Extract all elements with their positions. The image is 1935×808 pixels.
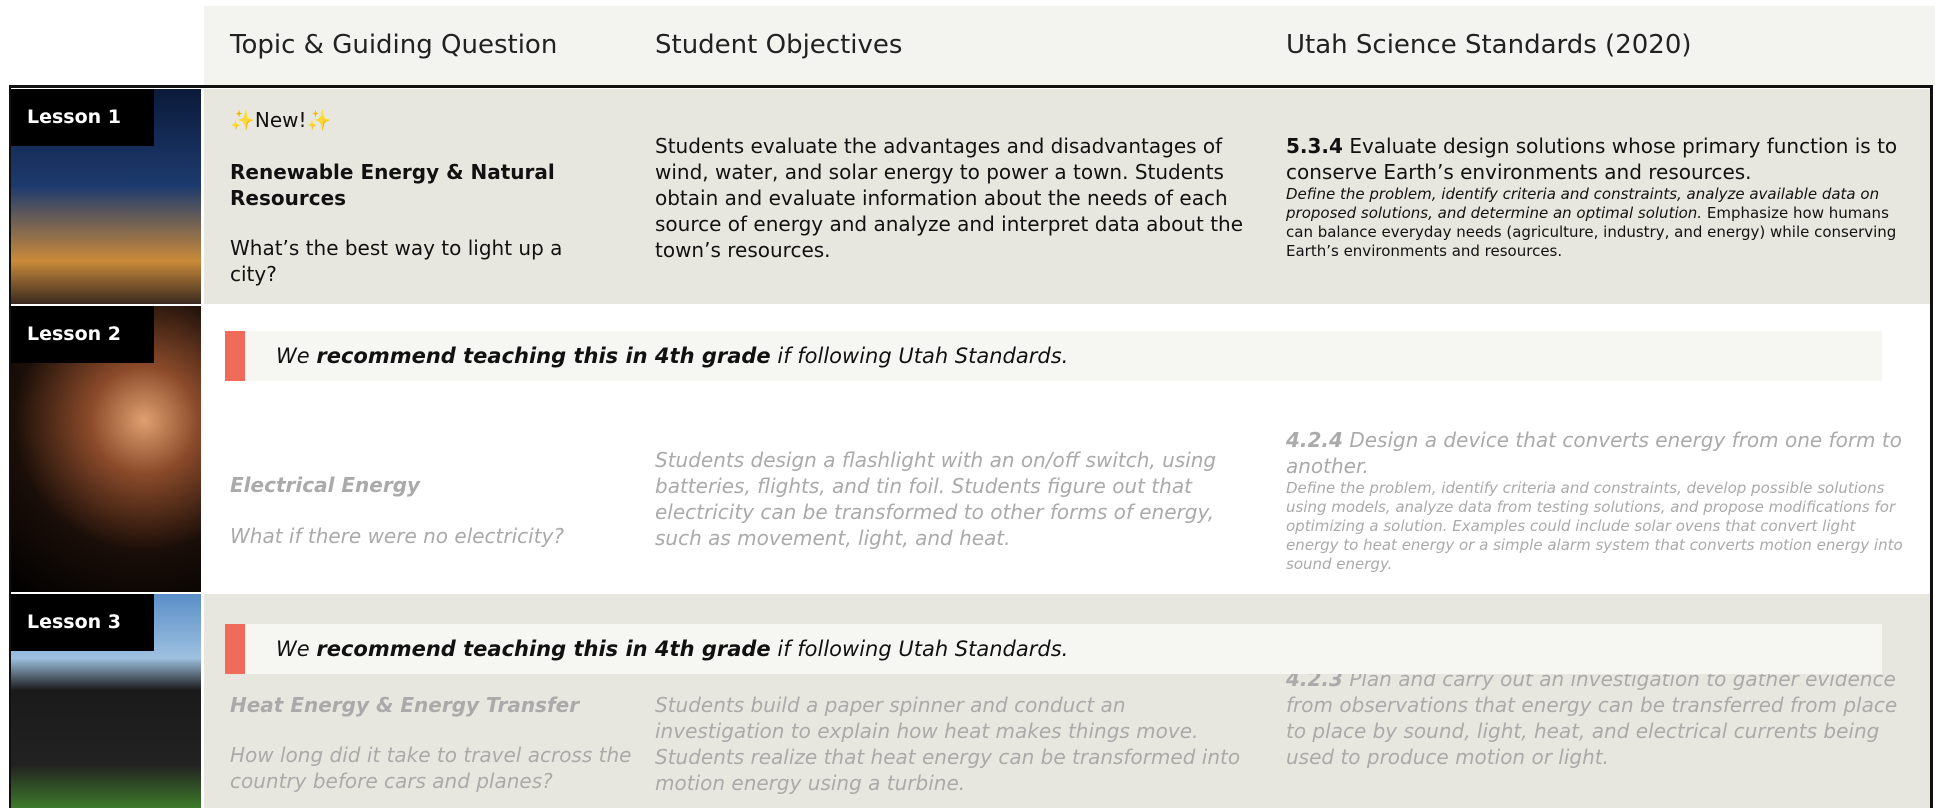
column-header: Student Objectives bbox=[655, 30, 903, 60]
lesson-title: Heat Energy & Energy Transfer bbox=[230, 693, 580, 717]
guiding-question: How long did it take to travel across th… bbox=[230, 743, 632, 793]
standard-detail: Define the problem, identify criteria an… bbox=[1286, 185, 1911, 261]
rec-emphasis: recommend teaching this in 4th grade bbox=[316, 344, 771, 368]
recommendation: We recommend teaching this in 4th grade … bbox=[276, 624, 1068, 674]
recommendation-banner: We recommend teaching this in 4th grade … bbox=[225, 624, 1882, 674]
rec-emphasis: recommend teaching this in 4th grade bbox=[316, 637, 771, 661]
standard: 5.3.4 Evaluate design solutions whose pr… bbox=[1286, 133, 1911, 261]
lesson-label: Lesson 2 bbox=[11, 306, 154, 363]
standard-statement: Plan and carry out an investigation to g… bbox=[1286, 667, 1898, 769]
standard: 4.2.3 Plan and carry out an investigatio… bbox=[1286, 666, 1911, 770]
banner-accent bbox=[225, 624, 245, 674]
objectives: Students build a paper spinner and condu… bbox=[655, 693, 1241, 795]
standard: 4.2.4 Design a device that converts ener… bbox=[1286, 427, 1911, 574]
standard-statement: Design a device that converts energy fro… bbox=[1286, 428, 1902, 478]
rec-prefix: We bbox=[276, 637, 317, 661]
objectives: Students evaluate the advantages and dis… bbox=[655, 134, 1244, 262]
guiding-question: What if there were no electricity? bbox=[230, 524, 565, 548]
header-rule bbox=[9, 85, 1933, 88]
standard-detail: Define the problem, identify criteria an… bbox=[1286, 479, 1903, 573]
standard-statement: Evaluate design solutions whose primary … bbox=[1286, 134, 1898, 184]
table-border bbox=[1930, 85, 1933, 808]
standard-code: 5.3.4 bbox=[1286, 134, 1343, 158]
rec-suffix: if following Utah Standards. bbox=[770, 344, 1069, 368]
table-border bbox=[9, 85, 11, 808]
guiding-question: What’s the best way to light up a city? bbox=[230, 236, 563, 286]
detail-italic: Define the problem, identify criteria an… bbox=[1286, 185, 1880, 222]
objectives: Students design a flashlight with an on/… bbox=[655, 448, 1217, 550]
banner-accent bbox=[225, 331, 245, 381]
lesson-title: Renewable Energy & Natural Resources bbox=[230, 160, 555, 210]
lesson-label: Lesson 3 bbox=[11, 594, 154, 651]
lesson-label: Lesson 1 bbox=[11, 89, 154, 146]
badge: ✨New!✨ bbox=[230, 108, 332, 132]
standard-code: 4.2.4 bbox=[1286, 428, 1343, 452]
rec-prefix: We bbox=[276, 344, 317, 368]
rec-suffix: if following Utah Standards. bbox=[770, 637, 1069, 661]
recommendation: We recommend teaching this in 4th grade … bbox=[276, 331, 1068, 381]
detail: Emphasize how humans can balance everyda… bbox=[1286, 204, 1897, 260]
recommendation-banner: We recommend teaching this in 4th grade … bbox=[225, 331, 1882, 381]
column-header: Topic & Guiding Question bbox=[230, 30, 558, 60]
lesson-title: Electrical Energy bbox=[230, 473, 421, 497]
header-band bbox=[204, 6, 1935, 86]
column-header: Utah Science Standards (2020) bbox=[1286, 30, 1692, 60]
row-bg bbox=[204, 89, 1931, 304]
